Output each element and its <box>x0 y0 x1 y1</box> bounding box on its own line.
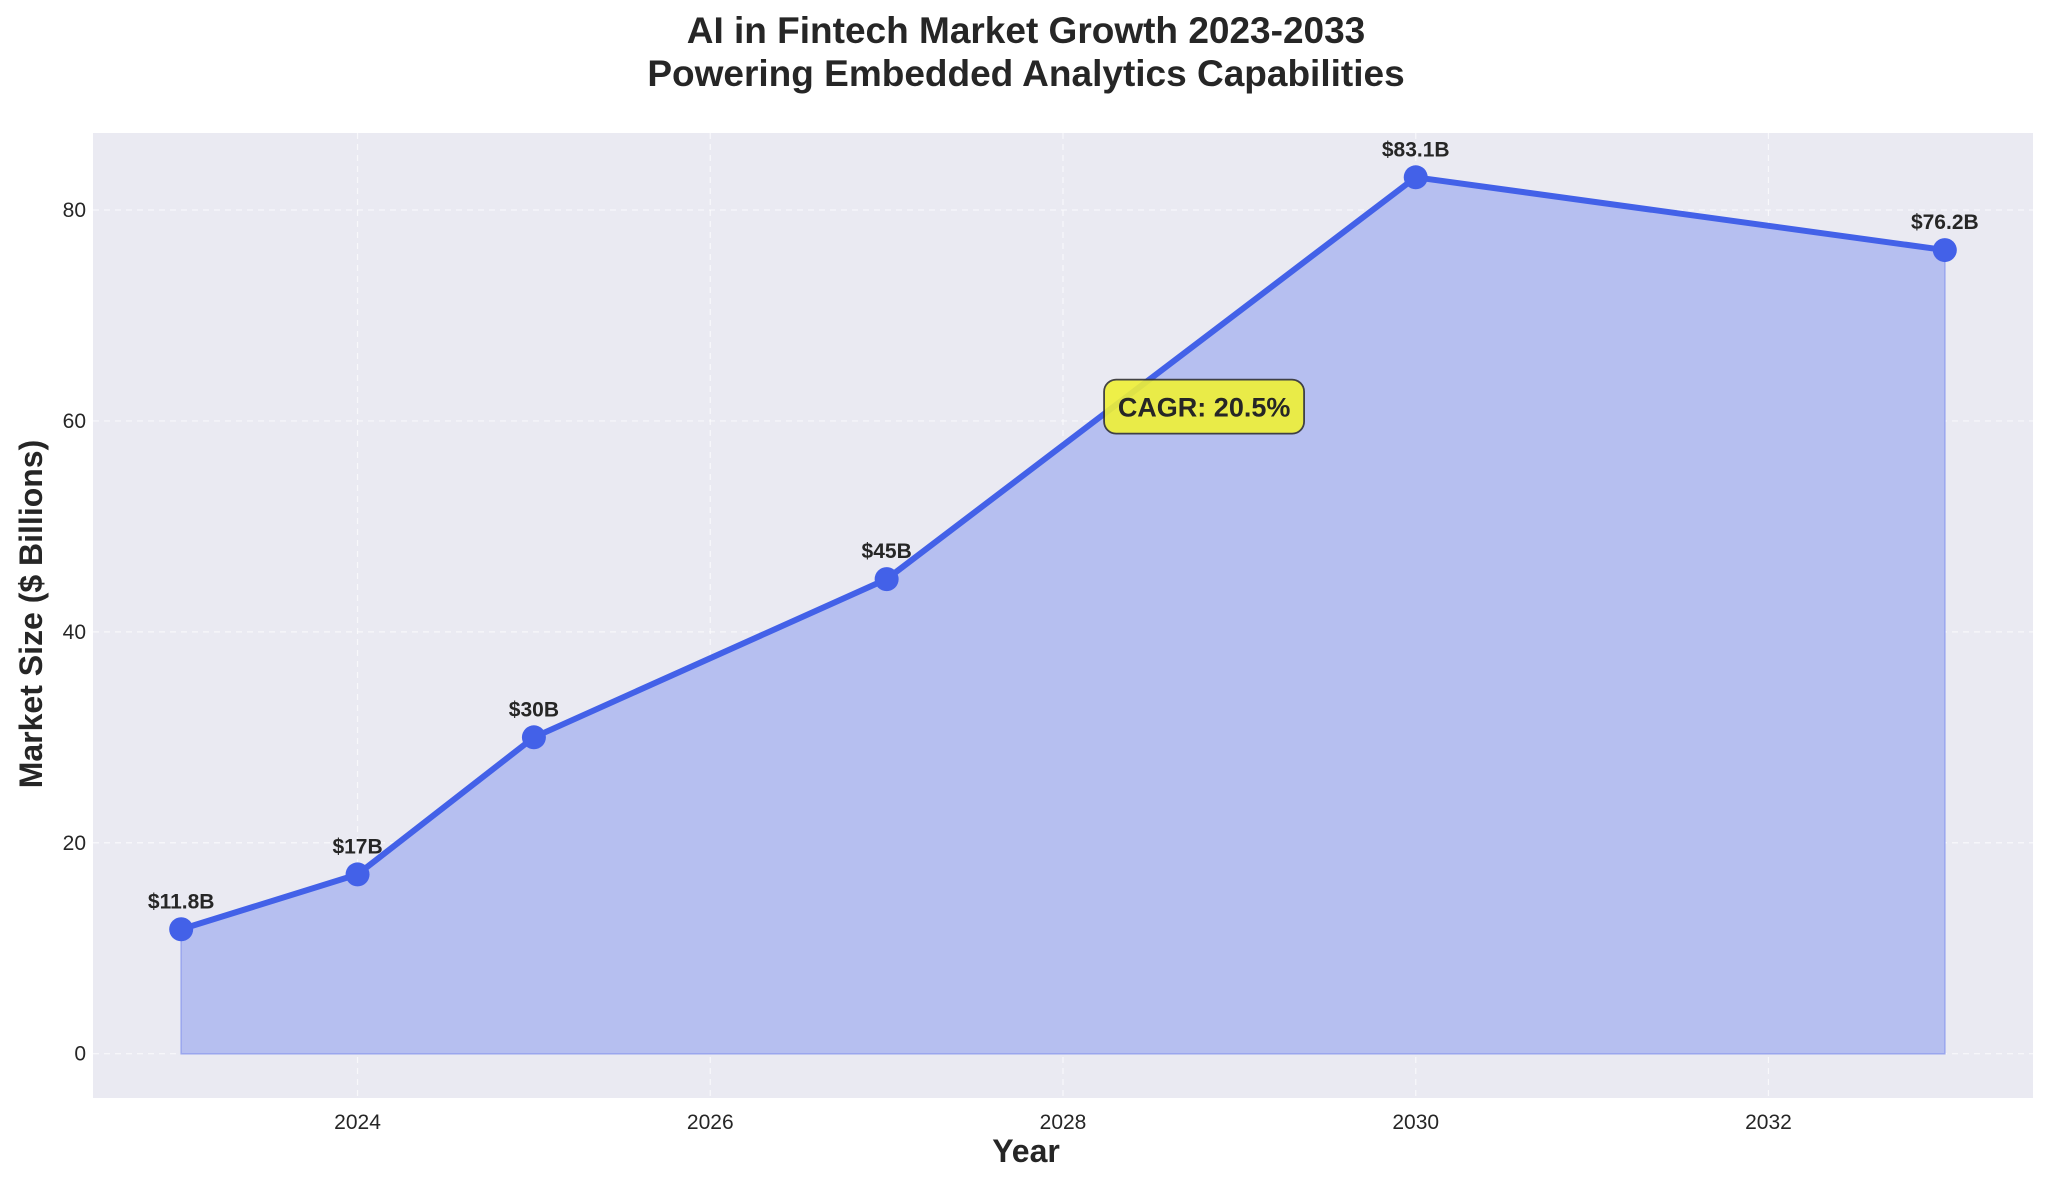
x-axis-label: Year <box>992 1133 1060 1169</box>
annotation-text: CAGR: 20.5% <box>1118 393 1291 423</box>
series-line <box>180 174 1946 933</box>
y-tick-label: 80 <box>63 199 86 222</box>
chart-title-line-1: AI in Fintech Market Growth 2023-2033 <box>687 10 1366 51</box>
y-tick-label: 60 <box>63 410 86 433</box>
y-tick-label: 0 <box>74 1043 86 1066</box>
data-label: $83.1B <box>1382 138 1450 161</box>
x-tick-labels: 2024 2026 2028 2030 2032 <box>334 1111 1792 1134</box>
x-tick-label: 2026 <box>687 1111 734 1134</box>
data-label: $11.8B <box>148 890 215 913</box>
x-tick-label: 2024 <box>334 1111 381 1134</box>
chart-title-line-2: Powering Embedded Analytics Capabilities <box>647 53 1404 94</box>
x-tick-label: 2032 <box>1745 1111 1792 1134</box>
y-tick-label: 40 <box>63 621 86 644</box>
data-point <box>1403 165 1428 190</box>
data-label: $76.2B <box>1911 211 1979 234</box>
data-label: $45B <box>862 540 912 563</box>
cagr-annotation: CAGR: 20.5% <box>1103 378 1305 435</box>
data-label: $17B <box>332 835 382 858</box>
y-tick-label: 20 <box>63 832 86 855</box>
y-axis-label: Market Size ($ Billions) <box>13 440 49 789</box>
data-point <box>521 725 546 750</box>
data-label: $30B <box>509 698 559 721</box>
data-labels: $11.8B $17B $30B $45B $83.1B $76.2B <box>148 138 1979 913</box>
data-point <box>169 917 194 942</box>
data-point <box>345 862 370 887</box>
data-point <box>1932 238 1957 263</box>
data-point <box>874 567 899 592</box>
annotation-box <box>1103 378 1305 435</box>
y-tick-labels: 0 20 40 60 80 <box>63 199 86 1066</box>
x-tick-label: 2028 <box>1040 1111 1087 1134</box>
data-points <box>169 165 1957 942</box>
x-tick-label: 2030 <box>1392 1111 1439 1134</box>
